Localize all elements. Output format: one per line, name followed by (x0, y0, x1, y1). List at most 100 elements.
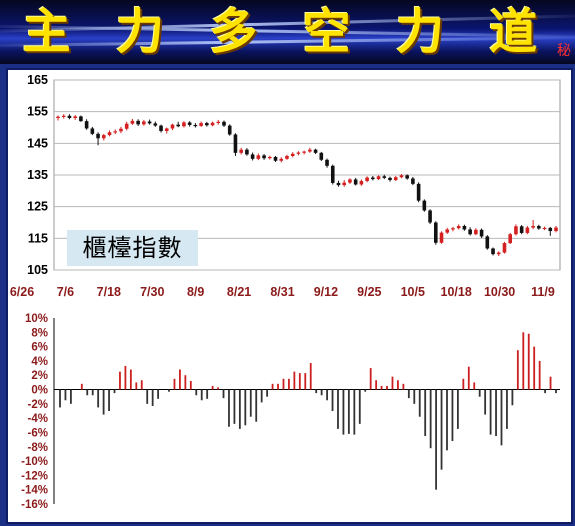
candle-body (382, 176, 387, 178)
candle-body (113, 131, 118, 133)
change-bar (473, 382, 476, 390)
x-tick-label: 10/18 (441, 285, 472, 299)
candle-body (245, 149, 249, 155)
bar-y-tick-label: 6% (31, 342, 48, 354)
change-bar (555, 389, 557, 394)
candle-body (142, 121, 146, 125)
change-bar (347, 389, 350, 434)
change-bar (309, 363, 312, 390)
candle-body (182, 122, 186, 127)
candle-body (136, 120, 140, 125)
candle-body (479, 229, 484, 237)
change-bar (195, 389, 198, 396)
candle-body (73, 116, 77, 118)
candle-body (101, 135, 106, 139)
change-bar (113, 389, 116, 394)
change-bar (369, 368, 372, 390)
change-bar (189, 380, 192, 390)
candle-body (353, 179, 358, 185)
secret-mark: 秘 (557, 43, 571, 59)
change-bar (260, 389, 263, 403)
candle-body (519, 226, 524, 233)
change-bar (522, 332, 525, 390)
candle-body (107, 132, 112, 136)
bar-y-tick-label: 4% (31, 356, 48, 368)
candle-body (147, 121, 152, 124)
change-bar (467, 366, 470, 390)
change-bar (386, 385, 388, 390)
change-bar (544, 389, 546, 394)
candle-body (491, 248, 495, 255)
change-bar (538, 360, 541, 390)
candle-body (96, 133, 100, 139)
bar-y-tick-label: 10% (25, 313, 48, 325)
candle-body (330, 165, 335, 183)
candle-body (348, 179, 352, 183)
candle-body (170, 124, 175, 129)
change-bar (304, 373, 307, 390)
change-bar (244, 389, 247, 426)
change-bar (446, 389, 448, 451)
x-tick-label: 9/25 (357, 285, 381, 299)
title-banner: 主 力 多 空 力 道 秘 (0, 0, 575, 64)
candle-body (164, 128, 169, 131)
candle-body (262, 155, 266, 159)
change-bar (500, 389, 503, 446)
price-y-tick-label: 115 (28, 231, 48, 245)
banner-title: 主 力 多 空 力 道 (0, 0, 560, 64)
change-bar (402, 383, 405, 390)
candle-body (153, 123, 158, 126)
bar-y-tick-label: -2% (28, 399, 48, 411)
candle-body (90, 128, 95, 134)
change-bar (451, 389, 454, 442)
price-y-tick-label: 125 (27, 200, 48, 214)
change-bar (358, 389, 361, 424)
change-bar (462, 378, 465, 390)
x-tick-label: 6/26 (10, 285, 34, 299)
chart-panel: 105 115 125 135 145 155 165 6/26 7/6 7/18 7/30 8/9 8… (6, 68, 573, 524)
candle-body (61, 115, 66, 117)
change-bar (146, 389, 149, 404)
candle-body (399, 175, 404, 178)
candle-body (290, 153, 295, 156)
change-bar (140, 380, 143, 390)
change-bar (533, 346, 536, 390)
change-bar (484, 389, 487, 415)
change-bar (97, 389, 100, 408)
candle-body (416, 183, 421, 201)
candle-body (388, 177, 392, 181)
bar-y-tick-label: 8% (31, 327, 48, 339)
change-bar (407, 389, 410, 399)
change-bar (200, 389, 203, 401)
change-bar (440, 389, 443, 470)
candle-body (365, 177, 369, 182)
change-bar (64, 389, 67, 401)
candle-body (468, 229, 472, 235)
change-bar (119, 371, 121, 390)
bar-y-tick-label: 0% (31, 385, 48, 397)
candle-body (193, 124, 198, 127)
candle-body (514, 226, 518, 235)
change-bar (249, 389, 252, 417)
bar-y-tick-label: 2% (31, 370, 48, 382)
candle-body (376, 176, 381, 180)
change-bar (375, 380, 378, 390)
change-bar (506, 389, 508, 429)
change-bar (173, 378, 176, 390)
chart-canvas: 105 115 125 135 145 155 165 6/26 7/6 7/18 7/30 8/9 8… (10, 73, 561, 511)
candle-body (485, 236, 490, 249)
candle-body (250, 154, 255, 159)
change-bar (391, 376, 394, 390)
title-char: 力 (115, 4, 164, 60)
change-bar (288, 378, 290, 390)
candle-body (325, 159, 329, 166)
candle-body (130, 120, 135, 124)
bar-y-tick-label: -14% (21, 485, 48, 497)
candle-body (124, 123, 129, 129)
candle-body (342, 182, 347, 186)
change-bar (353, 389, 356, 435)
candle-body (273, 156, 278, 161)
title-char: 力 (395, 4, 444, 60)
candle-body (205, 123, 209, 126)
candle-body (296, 152, 301, 154)
